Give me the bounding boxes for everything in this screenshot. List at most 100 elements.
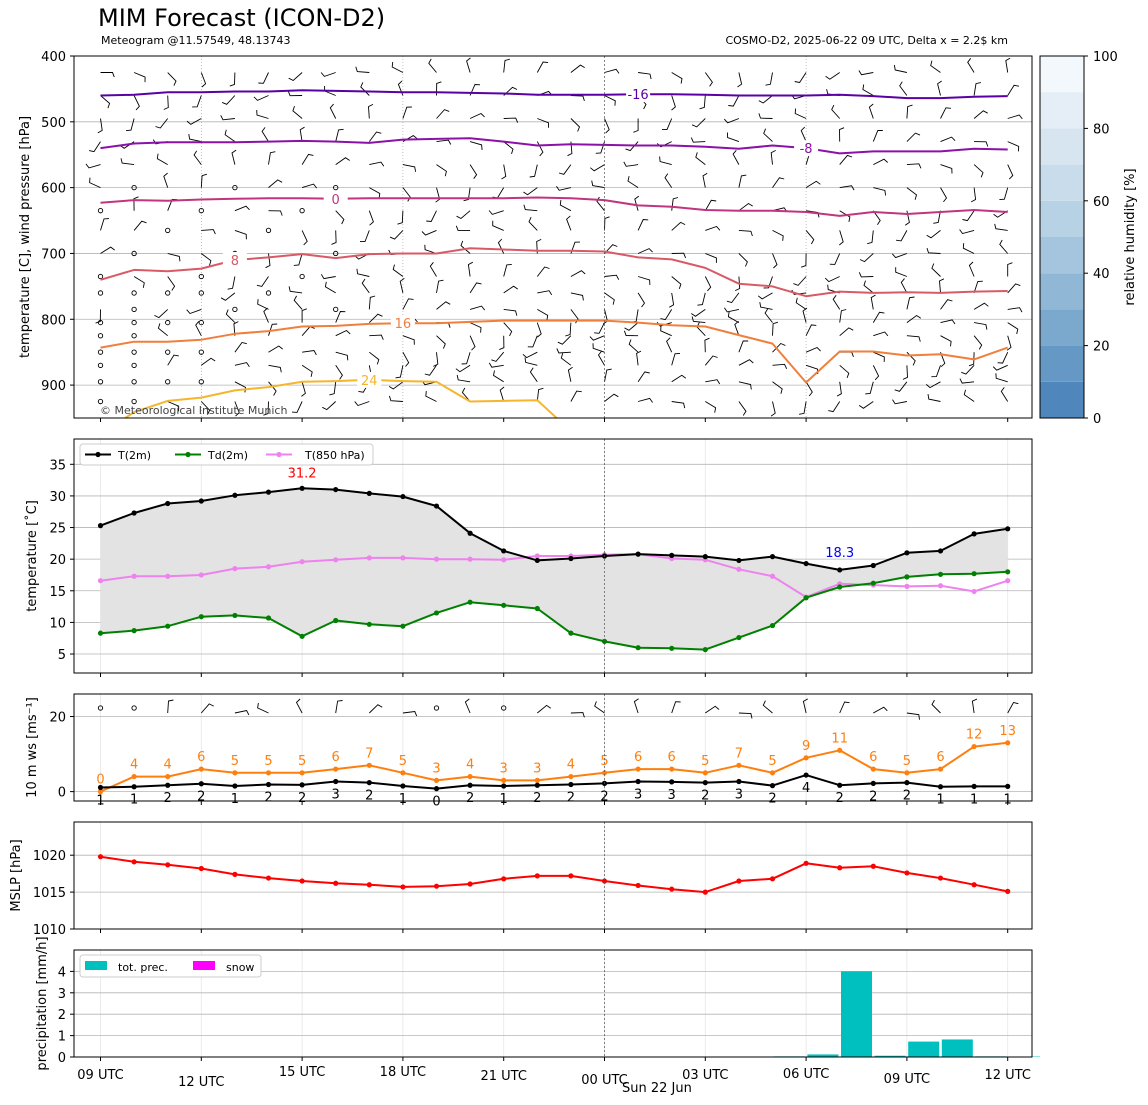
t850-point <box>165 573 171 579</box>
precip-bar <box>874 1055 906 1057</box>
t2m-point <box>97 523 104 529</box>
wind-barb <box>369 351 380 365</box>
wind-barb <box>763 128 773 142</box>
wind-barb <box>724 307 739 313</box>
wind-barb <box>565 322 572 337</box>
wind-barb <box>997 352 1009 364</box>
colorbar-label: relative humidity [%] <box>1123 168 1138 305</box>
wind-barb <box>671 701 681 714</box>
wind-barb <box>388 381 404 390</box>
wind-barb <box>389 230 404 240</box>
colorbar-band <box>1040 200 1084 237</box>
wind-barb <box>503 308 518 316</box>
wind-barb <box>163 95 169 110</box>
gust-speed-label: 5 <box>903 754 911 769</box>
wind-barb <box>637 276 651 286</box>
gust-speed-point <box>232 770 238 776</box>
wind-barb <box>558 164 572 175</box>
wind-barb <box>962 243 975 254</box>
wind-barb <box>234 341 247 353</box>
panel-frame <box>73 55 1033 419</box>
calm-wind-marker <box>131 250 137 257</box>
t850-point <box>769 573 776 579</box>
mean-speed-point <box>635 778 641 785</box>
wind-barb <box>234 205 250 212</box>
mean-speed-point <box>803 772 809 778</box>
wind-barb <box>968 261 975 277</box>
wind-barb <box>186 308 202 315</box>
wind-barb <box>732 150 740 165</box>
wind-barb <box>604 68 620 74</box>
wind-barb <box>537 118 549 128</box>
wind-barb <box>335 210 345 225</box>
wind-barb <box>931 699 941 714</box>
wind-barb <box>557 335 572 345</box>
wind-barb <box>257 702 269 714</box>
wind-barb <box>974 141 989 147</box>
td2m-point <box>568 630 574 636</box>
wind-barb <box>727 311 740 323</box>
td2m-point <box>299 633 305 639</box>
wind-barb <box>973 164 984 178</box>
wind-barb <box>931 263 941 277</box>
wind-barb <box>157 323 168 337</box>
calm-wind-marker <box>97 333 104 339</box>
x-tick-label: 09 UTC <box>884 1072 930 1087</box>
mslp-point <box>400 884 406 890</box>
page-title: MIM Forecast (ICON-D2) <box>98 4 386 32</box>
wind-barb <box>704 276 712 292</box>
wind-barb <box>770 149 776 165</box>
gust-speed-label: 4 <box>130 758 138 773</box>
calm-wind-marker <box>333 250 339 257</box>
wind-barb <box>799 401 807 415</box>
wind-barb <box>201 253 212 266</box>
calm-wind-marker <box>97 362 104 368</box>
wind-barb <box>900 278 908 294</box>
mean-speed-point <box>131 784 137 790</box>
t2m-point <box>769 554 776 560</box>
wind-barb <box>201 357 216 366</box>
calm-wind-marker <box>333 184 339 191</box>
wind-barb <box>89 141 101 153</box>
wind-barb <box>360 230 370 243</box>
x-tick-label: 06 UTC <box>783 1067 829 1082</box>
wind-barb <box>461 352 471 365</box>
wind-barb <box>828 401 841 413</box>
td2m-point <box>265 615 272 621</box>
t2m-point <box>467 530 473 536</box>
gust-speed-label: 5 <box>600 754 608 769</box>
wind-barb <box>604 95 616 106</box>
y-axis-label: MSLP [hPa] <box>9 839 24 911</box>
wind-barb <box>1007 307 1023 313</box>
wind-barb <box>536 61 549 73</box>
wind-barb <box>697 292 706 306</box>
td2m-point <box>433 610 440 616</box>
colorbar-tick-label: 100 <box>1093 50 1118 65</box>
t2m-point <box>971 531 977 537</box>
calm-wind-marker <box>131 319 137 326</box>
wind-barb <box>705 253 717 263</box>
gust-speed-label: 5 <box>701 754 709 769</box>
wind-barb <box>354 401 370 407</box>
mslp-point <box>165 862 171 868</box>
mslp-point <box>937 875 944 881</box>
t850-point <box>299 559 305 565</box>
wind-barb <box>906 132 921 142</box>
mean-speed-label: 1 <box>1004 792 1012 807</box>
wind-barb <box>705 225 721 231</box>
t2m-point <box>870 562 876 569</box>
wind-barb <box>497 238 505 254</box>
t2m-point <box>937 548 944 554</box>
wind-barb <box>503 322 513 337</box>
wind-barb <box>295 698 303 714</box>
wind-barb <box>301 153 314 165</box>
calm-wind-marker <box>97 273 104 280</box>
wind-barb <box>930 60 941 73</box>
wind-barb <box>705 401 717 413</box>
wind-barb <box>873 158 888 166</box>
t2m-point <box>299 485 305 491</box>
wind-barb <box>231 149 237 165</box>
calm-wind-marker <box>131 184 137 191</box>
x-tick-label: 21 UTC <box>480 1069 526 1084</box>
calm-wind-marker <box>333 306 339 313</box>
